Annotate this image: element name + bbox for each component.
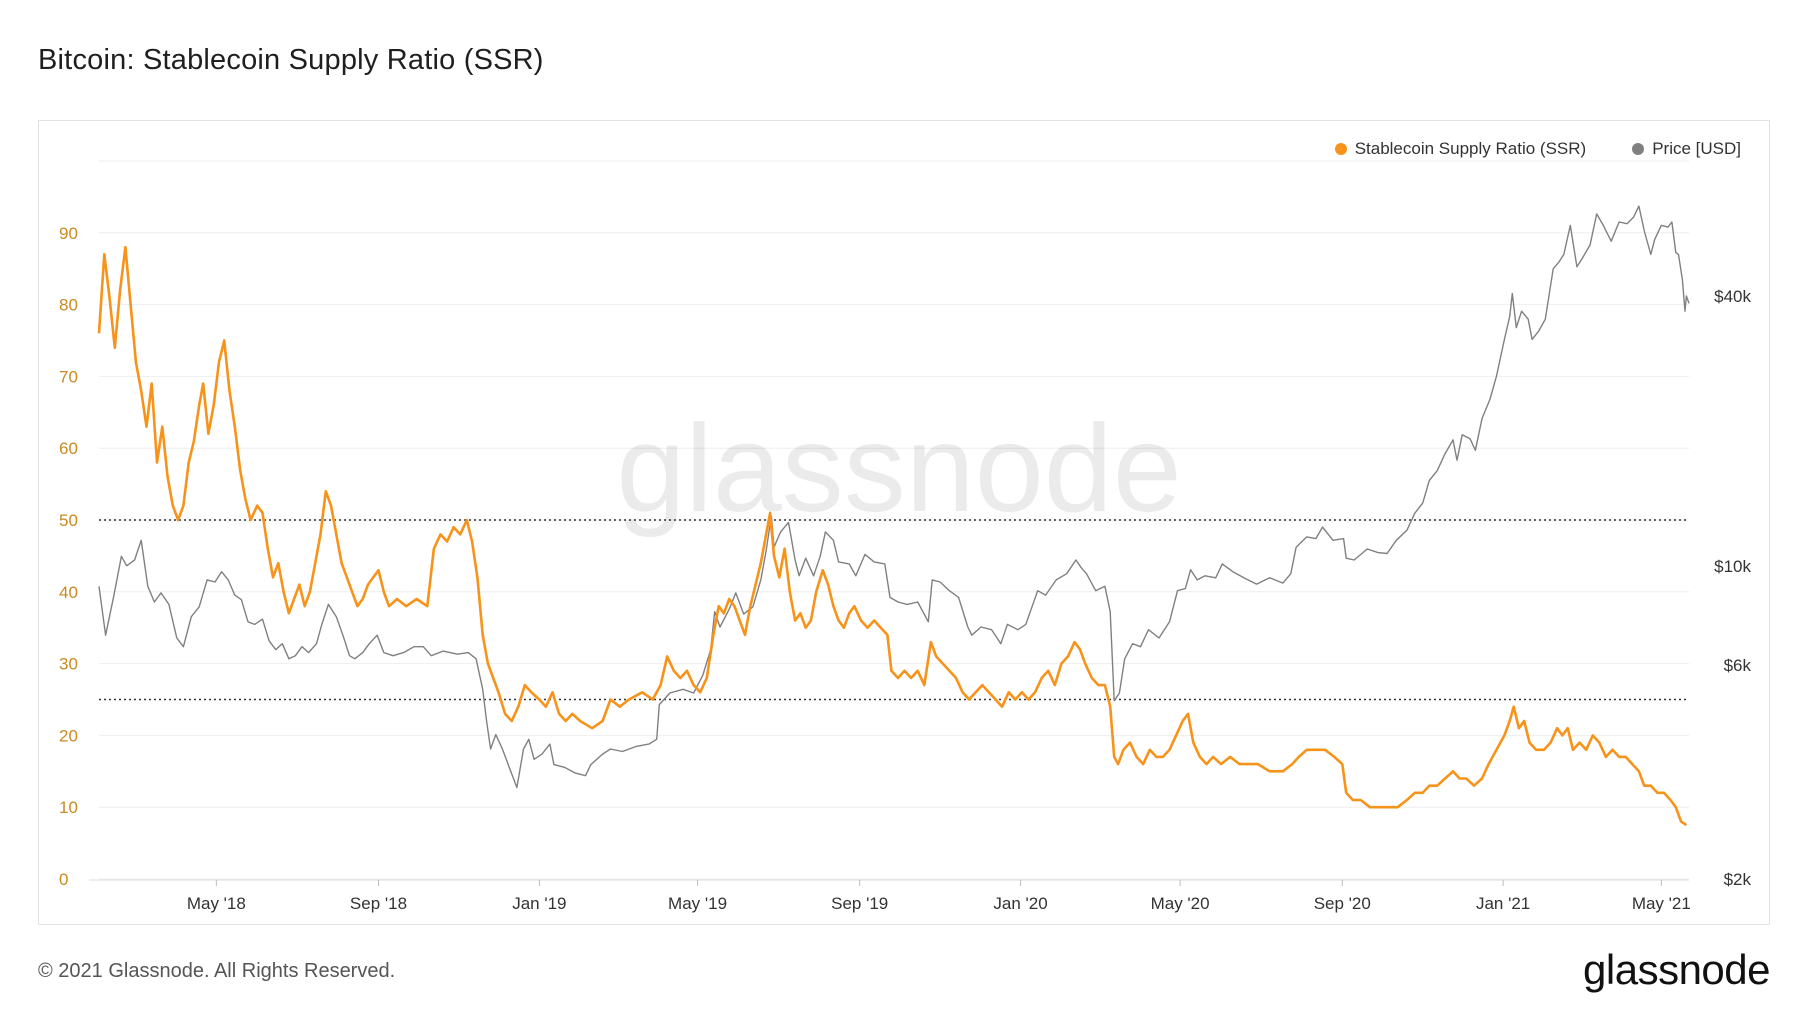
right-tick-label: $10k xyxy=(1714,557,1751,576)
left-tick-label: 40 xyxy=(59,583,78,602)
series-lines xyxy=(97,205,1690,827)
left-tick-label: 10 xyxy=(59,798,78,817)
x-tick-label: Sep '18 xyxy=(350,894,407,913)
glassnode-logo[interactable]: glassnode xyxy=(1583,946,1770,993)
left-tick-label: 30 xyxy=(59,655,78,674)
right-tick-label: $6k xyxy=(1724,656,1752,675)
footer-copyright: © 2021 Glassnode. All Rights Reserved. xyxy=(38,960,396,982)
x-tick-label: May '21 xyxy=(1632,894,1691,913)
legend-label-ssr: Stablecoin Supply Ratio (SSR) xyxy=(1354,139,1587,158)
x-tick-label: Jan '21 xyxy=(1476,894,1530,913)
left-axis: 0 10 20 30 40 50 60 70 80 90 xyxy=(59,224,78,889)
chart-plot: glassnode 0 10 20 30 40 50 60 70 80 90 $2k $6k $10k… xyxy=(59,160,1751,913)
left-tick-label: 50 xyxy=(59,511,78,530)
left-tick-label: 70 xyxy=(59,367,78,386)
legend-item-ssr[interactable]: Stablecoin Supply Ratio (SSR) xyxy=(1334,139,1587,159)
chart-frame: glassnode 0 10 20 30 40 50 60 70 80 90 $2k $6k $10k… xyxy=(38,120,1770,925)
x-tick-label: Jan '20 xyxy=(993,894,1047,913)
x-tick-label: May '20 xyxy=(1151,894,1210,913)
series-line-ssr xyxy=(97,245,1688,827)
right-tick-label: $40k xyxy=(1714,287,1751,306)
x-tick-label: Jan '19 xyxy=(512,894,566,913)
series-line-price xyxy=(98,205,1690,789)
watermark: glassnode xyxy=(616,400,1181,538)
reference-lines xyxy=(99,519,1689,701)
left-tick-label: 90 xyxy=(59,224,78,243)
x-tick-label: Sep '20 xyxy=(1314,894,1371,913)
left-tick-label: 60 xyxy=(59,439,78,458)
left-tick-label: 20 xyxy=(59,726,78,745)
left-tick-label: 0 xyxy=(59,870,68,889)
legend-item-price[interactable]: Price [USD] xyxy=(1632,139,1741,159)
x-tick-label: May '18 xyxy=(187,894,246,913)
right-tick-label: $2k xyxy=(1724,870,1752,889)
x-tick-label: Sep '19 xyxy=(831,894,888,913)
legend-label-price: Price [USD] xyxy=(1652,139,1741,158)
left-tick-label: 80 xyxy=(59,296,78,315)
x-axis: May '18 Sep '18 Jan '19 May '19 Sep '19 Jan '… xyxy=(89,879,1691,913)
x-tick-label: May '19 xyxy=(668,894,727,913)
page-title: Bitcoin: Stablecoin Supply Ratio (SSR) xyxy=(38,44,544,76)
legend-dot-price xyxy=(1632,143,1645,155)
right-axis: $2k $6k $10k $40k xyxy=(1714,287,1751,889)
legend: Stablecoin Supply Ratio (SSR) Price [USD… xyxy=(1334,139,1741,159)
legend-dot-ssr xyxy=(1334,143,1347,155)
